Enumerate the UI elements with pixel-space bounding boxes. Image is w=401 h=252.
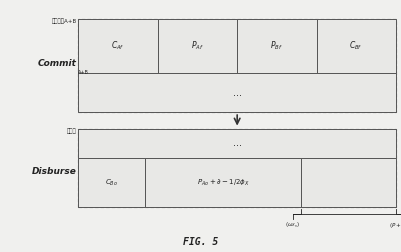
Bar bbox=[158, 19, 237, 73]
Text: $C_{Af}$: $C_{Af}$ bbox=[111, 40, 125, 52]
Text: コミットA+B: コミットA+B bbox=[51, 19, 76, 24]
Bar bbox=[78, 73, 395, 112]
Text: FIG. 5: FIG. 5 bbox=[183, 237, 218, 247]
Bar bbox=[316, 19, 395, 73]
Text: $P_{Af}$: $P_{Af}$ bbox=[190, 40, 203, 52]
Text: $(\omega_{X_n})$: $(\omega_{X_n})$ bbox=[284, 220, 300, 230]
Text: ...: ... bbox=[232, 138, 241, 148]
Bar bbox=[78, 19, 157, 73]
Bar bbox=[145, 158, 300, 207]
Bar bbox=[237, 19, 316, 73]
Text: $P_{Bf}$: $P_{Bf}$ bbox=[270, 40, 283, 52]
Text: $P_{Ao}+\partial-1/2\phi_{X}$: $P_{Ao}+\partial-1/2\phi_{X}$ bbox=[196, 177, 249, 187]
Text: A+B: A+B bbox=[78, 70, 89, 75]
Text: ...: ... bbox=[232, 87, 241, 98]
Text: $C_{Bo}$: $C_{Bo}$ bbox=[105, 177, 118, 187]
Text: $(P+C)_{Ao}\cdot\partial-1/2\phi_{X}$: $(P+C)_{Ao}\cdot\partial-1/2\phi_{X}$ bbox=[388, 220, 401, 231]
Text: $C_{Bf}$: $C_{Bf}$ bbox=[348, 40, 362, 52]
Bar bbox=[300, 158, 395, 207]
Text: 支払い: 支払い bbox=[67, 129, 76, 134]
Text: Disburse: Disburse bbox=[31, 167, 76, 176]
Bar bbox=[78, 129, 395, 158]
Text: Commit: Commit bbox=[37, 59, 76, 68]
Bar bbox=[78, 19, 395, 112]
Bar bbox=[78, 129, 395, 207]
Bar bbox=[78, 158, 145, 207]
